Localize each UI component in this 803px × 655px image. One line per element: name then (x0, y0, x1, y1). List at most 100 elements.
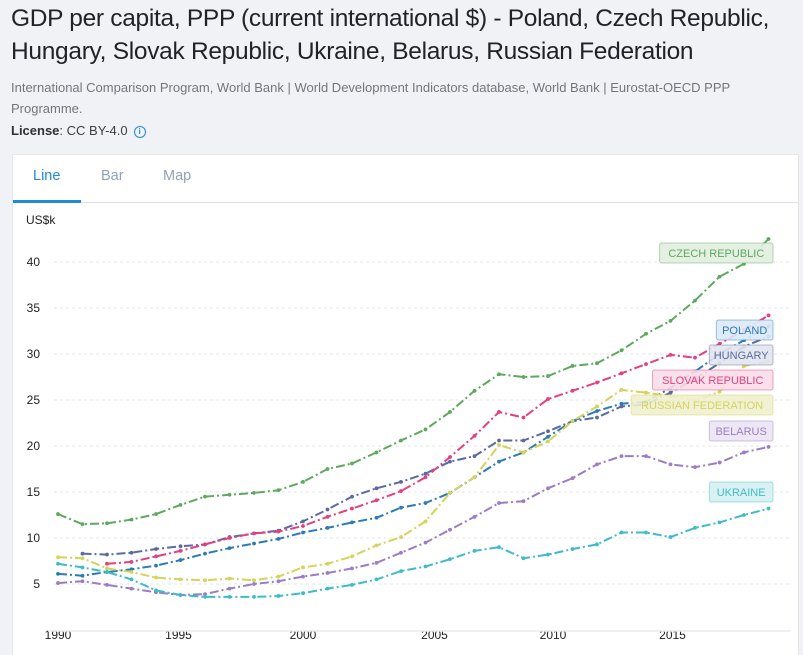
data-point[interactable] (423, 564, 428, 569)
data-point[interactable] (374, 543, 379, 548)
data-point[interactable] (301, 591, 305, 596)
series-line[interactable] (57, 360, 769, 582)
data-point[interactable] (570, 476, 575, 481)
data-point[interactable] (595, 542, 599, 547)
series-line[interactable] (57, 507, 769, 598)
data-point[interactable] (497, 372, 501, 377)
data-point[interactable] (374, 577, 379, 582)
data-point[interactable] (619, 387, 624, 392)
info-icon[interactable]: i (133, 126, 146, 138)
data-point[interactable] (472, 514, 477, 519)
data-point[interactable] (350, 520, 354, 525)
data-point[interactable] (350, 554, 354, 559)
data-point[interactable] (717, 520, 722, 525)
data-point[interactable] (766, 313, 771, 318)
data-point[interactable] (521, 375, 526, 379)
data-point[interactable] (203, 494, 207, 499)
data-point[interactable] (56, 555, 60, 560)
data-point[interactable] (619, 454, 624, 459)
data-point[interactable] (448, 557, 452, 562)
data-point[interactable] (619, 348, 624, 353)
data-point[interactable] (423, 427, 428, 432)
data-point[interactable] (497, 438, 501, 443)
data-point[interactable] (325, 525, 330, 530)
data-point[interactable] (399, 438, 403, 443)
data-point[interactable] (276, 537, 281, 541)
data-point[interactable] (595, 361, 599, 366)
data-point[interactable] (546, 552, 550, 557)
data-point[interactable] (129, 567, 134, 572)
data-point[interactable] (497, 501, 501, 505)
data-point[interactable] (56, 581, 60, 585)
data-point[interactable] (644, 331, 648, 336)
data-point[interactable] (595, 409, 599, 413)
series-line[interactable] (106, 314, 770, 565)
data-point[interactable] (644, 362, 648, 367)
data-point[interactable] (472, 388, 477, 393)
tab-map[interactable]: Map (163, 168, 192, 184)
data-point[interactable] (717, 460, 722, 465)
data-point[interactable] (276, 574, 281, 579)
data-point[interactable] (497, 410, 501, 414)
data-point[interactable] (252, 594, 256, 599)
data-point[interactable] (546, 374, 550, 378)
data-point[interactable] (252, 531, 256, 536)
data-point[interactable] (80, 565, 85, 570)
data-point[interactable] (546, 397, 550, 401)
data-point[interactable] (374, 450, 379, 455)
data-point[interactable] (105, 570, 109, 574)
data-point[interactable] (252, 491, 256, 495)
data-point[interactable] (423, 475, 428, 480)
data-point[interactable] (154, 554, 158, 559)
data-point[interactable] (227, 546, 232, 551)
data-point[interactable] (644, 454, 648, 459)
data-point[interactable] (325, 561, 330, 566)
data-point[interactable] (668, 390, 673, 395)
data-point[interactable] (227, 586, 232, 591)
data-point[interactable] (399, 550, 403, 555)
data-point[interactable] (56, 571, 60, 576)
data-point[interactable] (668, 462, 673, 467)
data-point[interactable] (521, 450, 526, 455)
data-point[interactable] (56, 561, 60, 566)
data-point[interactable] (644, 530, 648, 535)
data-point[interactable] (595, 404, 599, 409)
data-point[interactable] (546, 439, 550, 444)
data-point[interactable] (301, 565, 305, 570)
data-point[interactable] (546, 434, 550, 439)
data-point[interactable] (105, 561, 109, 566)
data-point[interactable] (105, 552, 109, 557)
data-point[interactable] (472, 433, 477, 438)
data-point[interactable] (497, 459, 501, 464)
data-point[interactable] (252, 578, 256, 583)
data-point[interactable] (80, 573, 85, 578)
data-point[interactable] (350, 494, 354, 499)
data-point[interactable] (423, 540, 428, 545)
data-point[interactable] (497, 545, 501, 550)
data-point[interactable] (154, 588, 158, 593)
data-point[interactable] (570, 419, 575, 424)
data-point[interactable] (227, 594, 232, 599)
data-point[interactable] (742, 450, 746, 455)
data-point[interactable] (717, 274, 722, 279)
data-point[interactable] (325, 571, 330, 575)
data-point[interactable] (129, 577, 134, 582)
data-point[interactable] (423, 519, 428, 524)
data-point[interactable] (252, 541, 256, 546)
data-point[interactable] (448, 455, 452, 459)
data-point[interactable] (203, 542, 207, 547)
data-point[interactable] (325, 467, 330, 471)
data-point[interactable] (80, 522, 85, 527)
data-point[interactable] (105, 583, 109, 587)
data-point[interactable] (178, 548, 183, 553)
data-point[interactable] (227, 576, 232, 581)
data-point[interactable] (472, 475, 477, 480)
data-point[interactable] (374, 515, 379, 520)
data-point[interactable] (766, 506, 771, 511)
data-point[interactable] (129, 560, 134, 564)
data-point[interactable] (619, 404, 624, 409)
data-point[interactable] (105, 566, 109, 571)
data-point[interactable] (325, 586, 330, 591)
data-point[interactable] (301, 519, 305, 524)
data-point[interactable] (644, 390, 648, 395)
